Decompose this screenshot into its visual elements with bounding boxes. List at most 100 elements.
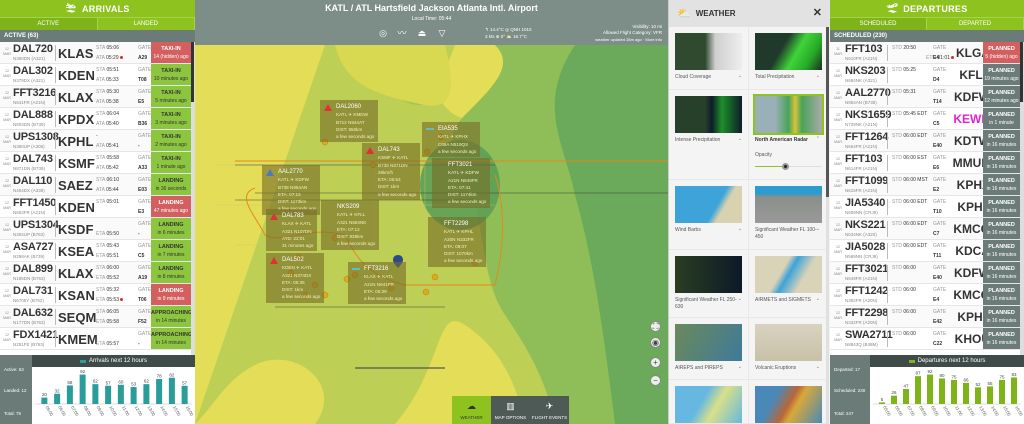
flight-row[interactable]: 12 MAR DAL888 N803DN (B739) KPDX STA 06:… — [0, 108, 191, 130]
flight-row[interactable]: 12 MAR DAL632 N177DN (B763) SEQM STA 06:… — [0, 306, 191, 328]
weather-layer-thumbnail[interactable] — [675, 386, 742, 423]
chevron-down-icon[interactable]: ⌄ — [737, 364, 742, 370]
flight-row[interactable]: 12 MAR DAL731 N6705Y (B752) KSAN STA 05:… — [0, 284, 191, 306]
chevron-down-icon[interactable]: ⌄ — [737, 73, 742, 79]
flight-callout[interactable]: FFT3216 KLAX ✈ KATL A21N N641FR ETA: 05:39 a… — [348, 262, 407, 305]
flight-row[interactable]: 12 MAR JIA5340 N609NN (CRJ9) KPHL STD 06… — [830, 196, 1020, 218]
departures-scrollbar[interactable] — [1020, 42, 1024, 355]
flight-callout[interactable]: EIA535 KATL ✈ KPHX C68A N519QS a few second… — [422, 122, 481, 158]
flight-row[interactable]: 12 MAR DAL743 N871DN (B739) KSMF STA 05:… — [0, 152, 191, 174]
flight-row[interactable]: 12 MAR FFT2298 N332FR (A20N) KPHL STD 06… — [830, 306, 1020, 328]
airport-map[interactable]: DAL2060 KATL ✈ KMDW B712 N944AT DIST: 950km… — [195, 45, 668, 424]
flight-callout[interactable]: NKS209 KATL ✈ KFLL A321 N684NK ETA: 07:12 DI… — [321, 200, 380, 250]
chevron-down-icon[interactable]: ⌄ — [737, 136, 742, 142]
flight-callout[interactable]: FFT3021 KATL ✈ KDFW A21N N649FR ETA: 07:41 D… — [432, 158, 491, 208]
flight-row[interactable]: 12 MAR DAL899 N185DN (B763) KLAX STA 06:… — [0, 262, 191, 284]
locate-button[interactable]: ◉ — [650, 337, 661, 348]
flight-row[interactable]: 12 MAR FFT1450 N663FR (A21N) KDEN STA 05… — [0, 196, 191, 218]
status-text: PLANNED — [988, 287, 1015, 294]
flight-callout[interactable]: DAL743 KSMF ✈ KATL B739 N871DN 26km/h ETA: 0… — [362, 143, 421, 201]
flight-row[interactable]: 12 MAR ASA727 N298AK (B739) KSEA STA 05:… — [0, 240, 191, 262]
weather-layer-thumbnail[interactable] — [755, 256, 822, 293]
flight-row[interactable]: 12 MAR FFT1264 N664FR (A21N) KDTW STD 06… — [830, 130, 1020, 152]
flight-row[interactable]: 12 MAR AAL2770 N954AN (B738) KDFW STD 05… — [830, 86, 1020, 108]
opacity-slider[interactable] — [755, 163, 822, 170]
map-tab-weather[interactable]: ☁ WEATHER — [452, 396, 491, 424]
chevron-down-icon[interactable]: ⌄ — [815, 364, 820, 370]
fullscreen-button[interactable]: ⛶ — [650, 321, 661, 332]
weather-layer-thumbnail[interactable] — [675, 324, 742, 361]
zoom-in-button[interactable]: + — [650, 357, 661, 368]
flight-row[interactable]: 12 MAR DAL302 N379DX (A321) KDEN STA 05:… — [0, 64, 191, 86]
flight-row[interactable]: 11 MAR FFT103 N610FR (A21N) KLGA STD 20:… — [830, 42, 1020, 64]
tab-landed[interactable]: LANDED — [98, 18, 195, 30]
flight-callout[interactable]: FFT2298 KATL ✈ KPHL A20N N332FR ETA: 08:07 D… — [428, 217, 487, 267]
flight-callout[interactable]: AAL2770 KATL ✈ KDFW B738 N954AN ETA: 07:15 D… — [262, 165, 321, 215]
chevron-up-icon[interactable]: ⌃ — [815, 136, 820, 142]
flight-row[interactable]: 12 MAR FFT1242 N392FR (A20N) KMCO STD 06… — [830, 284, 1020, 306]
chevron-down-icon[interactable]: ⌄ — [815, 73, 820, 79]
weather-layer[interactable]: AIRMETS and SIGMETS ⌄ — [749, 250, 827, 318]
flight-row[interactable]: 12 MAR DAL110 N404DX (A339) SAEZ STA 06:… — [0, 174, 191, 196]
weather-layer[interactable] — [669, 380, 749, 424]
flight-callout[interactable]: DAL2060 KATL ✈ KMDW B712 N944AT DIST: 950km… — [320, 100, 379, 143]
weather-layer[interactable]: North American Radar ⌃ Opacity — [749, 90, 827, 180]
flight-row[interactable]: 12 MAR UPS1304 N304UP (B763) KSDF ETA 05… — [0, 218, 191, 240]
weather-layer[interactable]: Volcanic Eruptions ⌄ — [749, 318, 827, 380]
weather-layer-thumbnail[interactable] — [755, 33, 822, 70]
map-tab-map-options[interactable]: ▥ MAP OPTIONS — [491, 396, 530, 424]
flight-row[interactable]: 12 MAR NKS221 N634NK (A320) KMCO STD 06:… — [830, 218, 1020, 240]
weather-layer-thumbnail[interactable] — [755, 324, 822, 361]
flight-row[interactable]: 12 MAR NKS1659 N729NK (A21N) KEWR STD 05… — [830, 108, 1020, 130]
chevron-down-icon[interactable]: ⌄ — [737, 226, 742, 232]
gate-value: B36 — [138, 121, 148, 127]
weather-layer[interactable]: Cloud Coverage ⌄ — [669, 27, 749, 90]
tab-scheduled[interactable]: SCHEDULED — [830, 18, 927, 30]
flight-row[interactable]: 12 MAR FFT3216 N641FR (A21N) KLAX STA 05… — [0, 86, 191, 108]
flight-row[interactable]: 12 MAR NKS203 N684NK (A321) KFLL STD 05:… — [830, 64, 1020, 86]
flight-callout[interactable]: DAL502 KDEN ✈ KATL A321 N374DX ETA: 05:35 DI… — [266, 253, 325, 303]
chevron-down-icon[interactable]: ⌄ — [815, 226, 820, 232]
weather-layer[interactable]: Significant Weather FL 100-450 ⌄ — [749, 180, 827, 250]
weather-layer-thumbnail[interactable] — [675, 186, 742, 223]
weather-layer[interactable]: Wind Barbs ⌄ — [669, 180, 749, 250]
weather-updated-link[interactable]: weather updated 28m ago · More info — [595, 37, 662, 42]
weather-layer-thumbnail[interactable] — [753, 94, 824, 135]
weather-layer-thumbnail[interactable] — [755, 386, 822, 423]
status-badge: PLANNED in 16 minutes — [983, 262, 1020, 283]
flight-row[interactable]: 12 MAR FFT103 N614FR (A21N) MMUN STD 06:… — [830, 152, 1020, 174]
weather-layer[interactable]: Significant Weather FL 250-630 ⌄ — [669, 250, 749, 318]
flight-row[interactable]: 12 MAR SWA2711 N8943Q (B38M) KHOU STD 06… — [830, 328, 1020, 350]
chevron-down-icon[interactable]: ⌄ — [737, 296, 742, 302]
weather-layer[interactable]: Intense Precipitation ⌄ — [669, 90, 749, 180]
landing-icon[interactable]: ⏏ — [417, 28, 427, 38]
tab-active[interactable]: ACTIVE — [0, 18, 98, 30]
flight-row[interactable]: 12 MAR UPS1308 N350UP (A306) KPHL - ATA … — [0, 130, 191, 152]
filter-icon[interactable]: ▽ — [438, 28, 446, 38]
map-tab-flight-events[interactable]: ✈ FLIGHT EVENTS — [530, 396, 569, 424]
flight-row[interactable]: 12 MAR FFT3021 N649FR (A21N) KDFW STD 06… — [830, 262, 1020, 284]
target-icon[interactable]: ◎ — [379, 28, 387, 38]
weather-layer-thumbnail[interactable] — [675, 33, 742, 70]
weather-scrollbar[interactable] — [826, 27, 829, 424]
flight-row[interactable]: 12 MAR FDX1421 N251FE (B763) KMEM ETA 05… — [0, 328, 191, 350]
arrivals-scrollbar[interactable] — [191, 42, 195, 355]
callout-line: a few seconds ago — [278, 205, 316, 212]
tab-departed[interactable]: DEPARTED — [927, 18, 1024, 30]
weather-layer[interactable] — [749, 380, 827, 424]
close-icon[interactable]: ✕ — [812, 7, 822, 19]
status-time: 5 minutes ago — [155, 97, 187, 104]
weather-layer[interactable]: Total Precipitation ⌄ — [749, 27, 827, 90]
flight-row[interactable]: 12 MAR JIA5028 N569NN (CRJ9) KDCA STD 06… — [830, 240, 1020, 262]
weather-layer-thumbnail[interactable] — [675, 256, 742, 293]
flight-row[interactable]: 12 MAR DAL720 N360DN (A321) KLAS STA 05:… — [0, 42, 191, 64]
zoom-out-button[interactable]: − — [650, 375, 661, 386]
weather-layer[interactable]: AIREPS and PIREPS ⌄ — [669, 318, 749, 380]
weather-layer-thumbnail[interactable] — [755, 186, 822, 223]
flight-row[interactable]: 12 MAR FFT1099 N615FR (A21N) KPHX STD 06… — [830, 174, 1020, 196]
flight-callout[interactable]: DAL783 KLAX ✈ KATL A321 N107DN ATD: 22:01 31… — [266, 209, 318, 252]
weather-layer-thumbnail[interactable] — [675, 96, 742, 133]
opacity-slider-handle[interactable] — [782, 163, 790, 170]
chevron-down-icon[interactable]: ⌄ — [815, 296, 820, 302]
trend-icon[interactable]: 〰 — [397, 28, 407, 38]
